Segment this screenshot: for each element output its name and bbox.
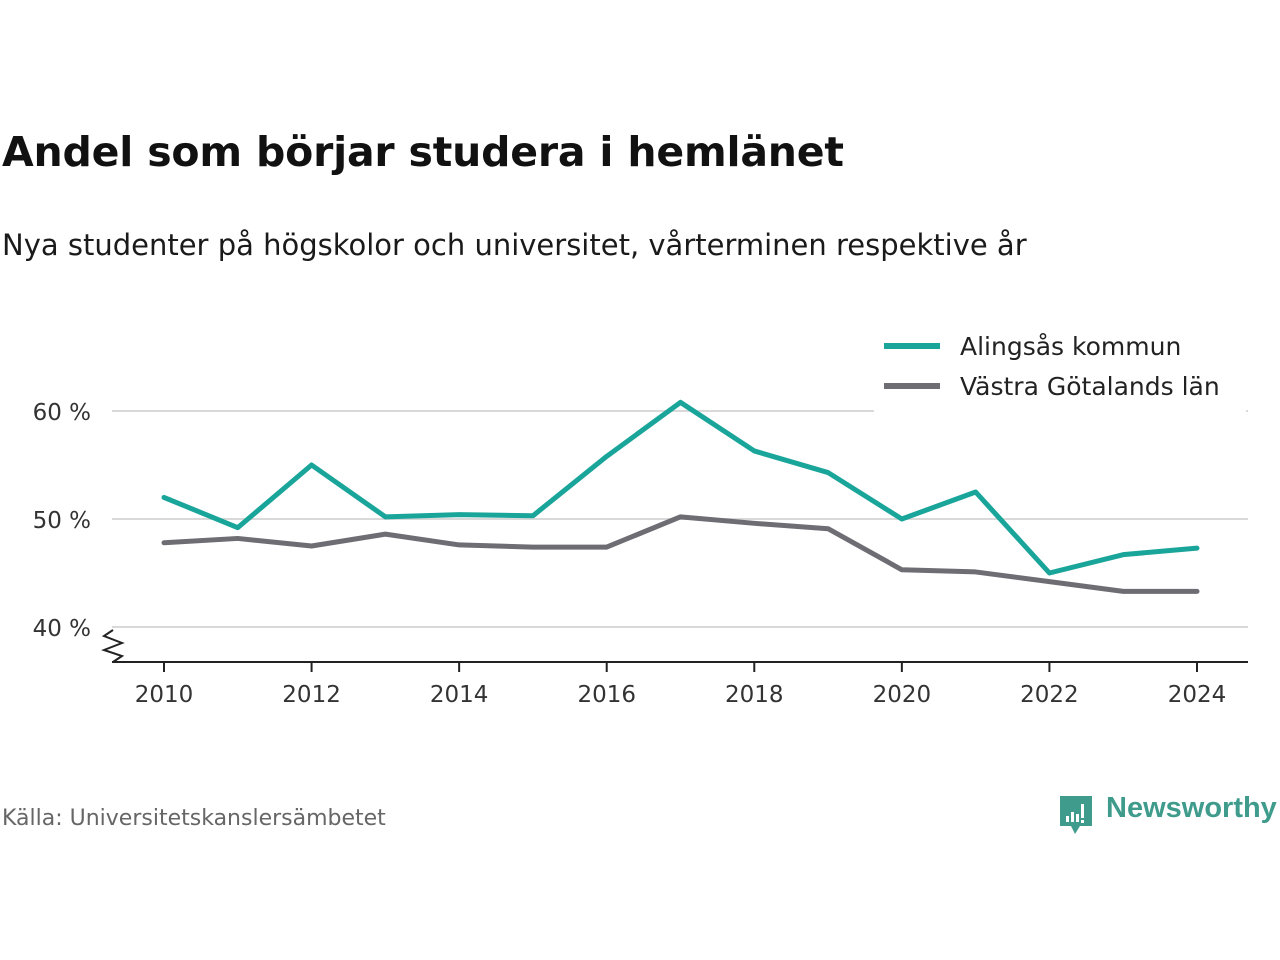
series-lines — [161, 399, 1200, 594]
series-line-0 — [161, 399, 1200, 576]
y-axis: 40 % 50 % 60 % — [33, 400, 125, 663]
source-note: Källa: Universitetskanslersämbetet — [2, 806, 386, 831]
x-tick-label-2010: 2010 — [135, 682, 194, 708]
x-tick-label-2012: 2012 — [282, 682, 341, 708]
x-tick-label-2016: 2016 — [577, 682, 636, 708]
chart-title: Andel som börjar studera i hemlänet — [2, 128, 844, 176]
newsworthy-logo: Newsworthy — [1058, 790, 1280, 838]
x-tick-label-2014: 2014 — [430, 682, 489, 708]
y-tick-label-60: 60 % — [33, 400, 91, 426]
axis-break — [101, 629, 125, 663]
newsworthy-logo-icon — [1060, 796, 1092, 834]
newsworthy-logo-text: Newsworthy — [1106, 792, 1277, 824]
chart-subtitle: Nya studenter på högskolor och universit… — [2, 228, 1027, 262]
legend-background — [874, 322, 1246, 418]
legend: Alingsås kommun Västra Götalands län — [874, 322, 1246, 418]
line-chart: 40 % 50 % 60 % 2010 2012 2014 2016 2018 2020 202… — [32, 322, 1248, 708]
legend-label-0: Alingsås kommun — [960, 332, 1181, 361]
legend-label-1: Västra Götalands län — [960, 372, 1220, 401]
x-axis: 2010 2012 2014 2016 2018 2020 2022 2024 — [112, 661, 1248, 708]
x-tick-label-2022: 2022 — [1020, 682, 1079, 708]
x-tick-label-2018: 2018 — [725, 682, 784, 708]
x-tick-label-2024: 2024 — [1168, 682, 1227, 708]
y-tick-label-50: 50 % — [33, 508, 91, 534]
y-tick-label-40: 40 % — [33, 616, 91, 642]
x-tick-label-2020: 2020 — [873, 682, 932, 708]
series-line-1 — [161, 514, 1200, 594]
